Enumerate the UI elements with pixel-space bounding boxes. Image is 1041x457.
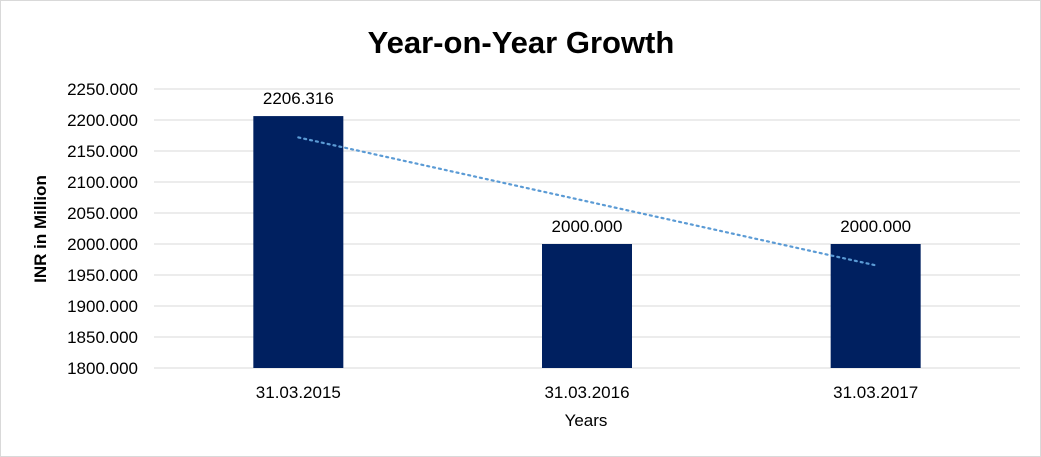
y-tick-label: 1900.000 <box>67 297 138 316</box>
y-tick-label: 2200.000 <box>67 111 138 130</box>
bar <box>542 244 632 368</box>
y-axis-label: INR in Million <box>31 175 50 283</box>
x-tick-label: 31.03.2017 <box>833 383 918 402</box>
chart-title: Year-on-Year Growth <box>368 25 675 60</box>
y-tick-label: 2050.000 <box>67 204 138 223</box>
data-label: 2000.000 <box>840 217 911 236</box>
y-tick-label: 1800.000 <box>67 359 138 378</box>
y-tick-label: 2250.000 <box>67 80 138 99</box>
x-axis-label: Years <box>565 411 608 430</box>
data-label: 2206.316 <box>263 89 334 108</box>
x-tick-label: 31.03.2016 <box>544 383 629 402</box>
bar <box>830 244 921 368</box>
x-tick-label: 31.03.2015 <box>256 383 341 402</box>
y-tick-label: 2000.000 <box>67 235 138 254</box>
y-tick-label: 2100.000 <box>67 173 138 192</box>
y-tick-label: 2150.000 <box>67 142 138 161</box>
data-label: 2000.000 <box>552 217 623 236</box>
trendline <box>297 136 877 267</box>
y-tick-label: 1850.000 <box>67 328 138 347</box>
bar <box>253 116 344 369</box>
y-tick-label: 1950.000 <box>67 266 138 285</box>
